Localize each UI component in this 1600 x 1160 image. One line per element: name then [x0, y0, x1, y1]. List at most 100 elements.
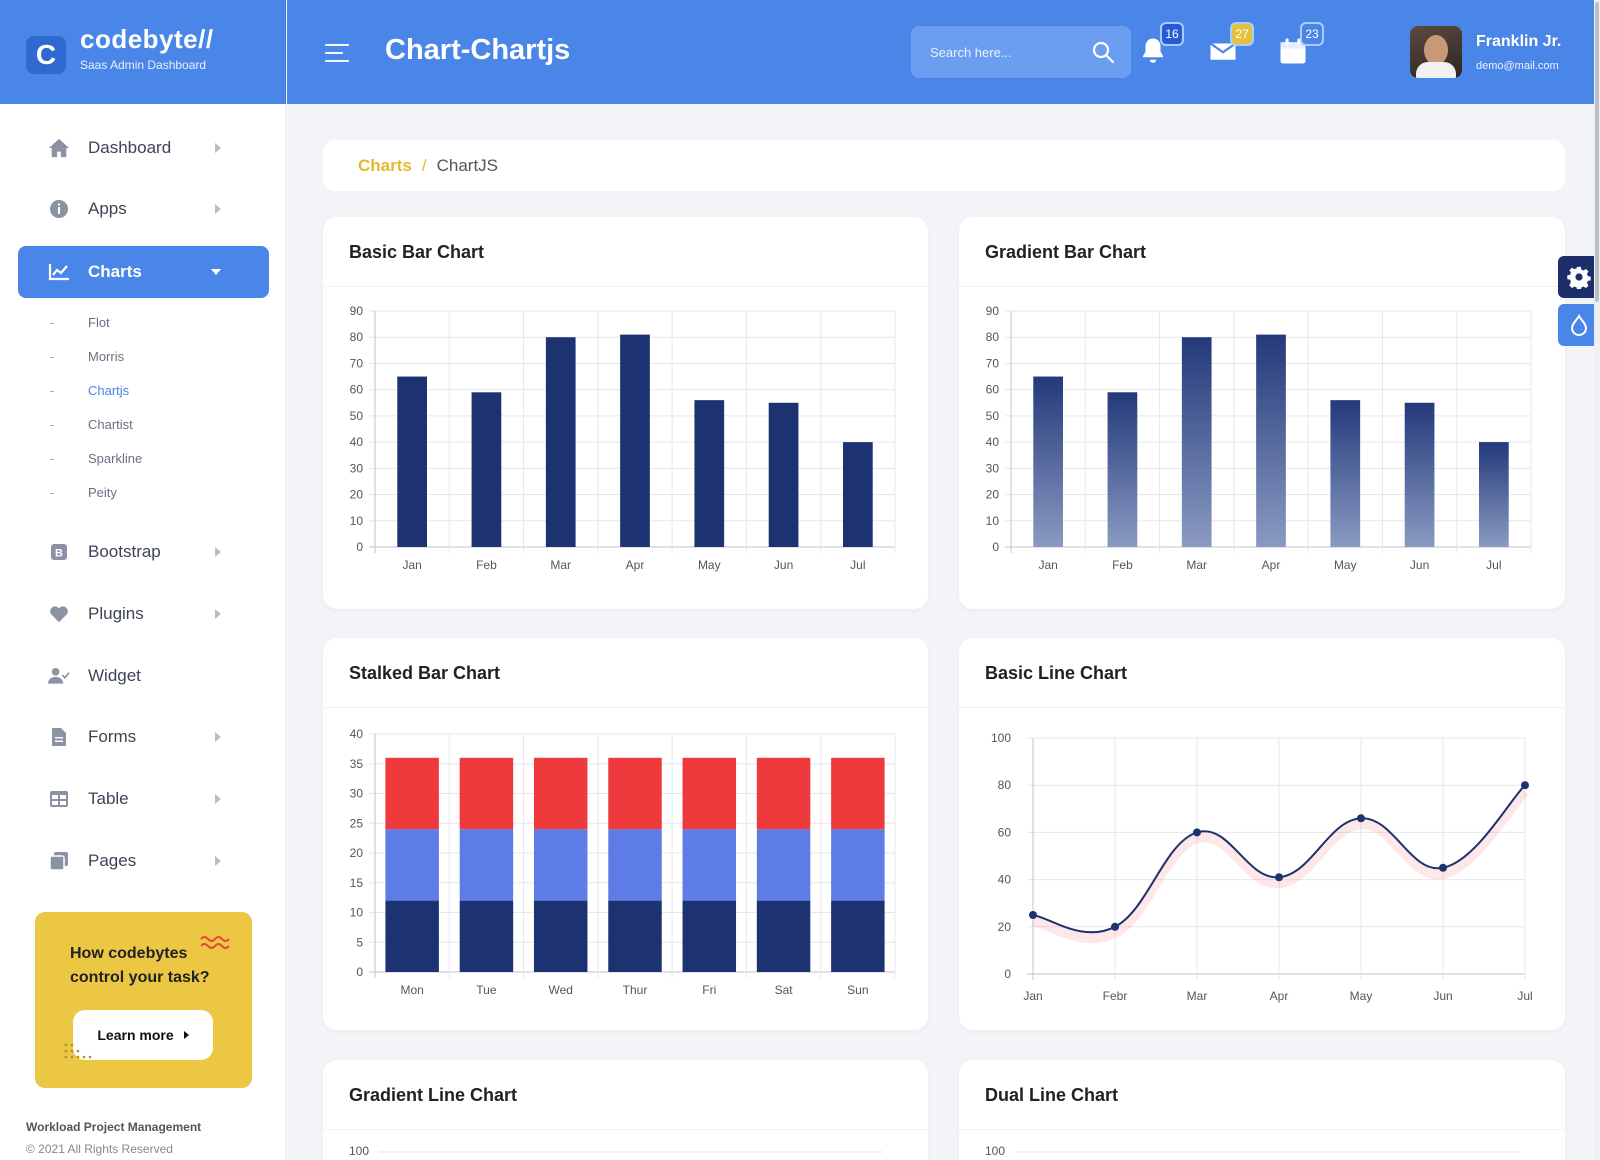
menu-toggle-icon[interactable]	[325, 44, 349, 62]
search-icon[interactable]	[1091, 40, 1115, 64]
y-tick-label: 10	[350, 906, 364, 920]
search-input[interactable]	[911, 26, 1081, 78]
brand-logo-icon[interactable]: C	[26, 36, 66, 74]
sidebar-item-apps[interactable]: Apps	[18, 183, 269, 235]
x-tick-label: May	[698, 558, 721, 572]
x-tick-label: Mar	[1187, 989, 1208, 1003]
bar-segment	[756, 829, 811, 901]
data-point	[1111, 922, 1119, 931]
sidebar-item-label: Bootstrap	[88, 542, 161, 561]
bar	[397, 376, 427, 547]
y-tick-label: 10	[350, 514, 364, 528]
bar-segment	[459, 829, 514, 901]
y-tick-label: 30	[986, 461, 1000, 475]
bar-segment	[385, 900, 439, 972]
submenu-item-peity[interactable]: - Peity	[50, 484, 117, 500]
y-tick-label: 80	[986, 330, 1000, 344]
calendar-button[interactable]: 23	[1278, 22, 1324, 66]
y-tick-label: 40	[350, 435, 364, 449]
bar	[545, 337, 576, 547]
brand-subtitle: Saas Admin Dashboard	[80, 58, 207, 72]
bar	[1479, 442, 1509, 547]
bar-segment	[682, 900, 737, 972]
page-scrollbar[interactable]	[1594, 0, 1600, 1160]
gradient-bar-chart: 0 10 20 30 40 50 60 70 80 90 Jan Feb Mar Apr May Jun Jul	[986, 304, 1532, 572]
sidebar-item-bootstrap[interactable]: B Bootstrap	[18, 526, 269, 578]
y-tick-label: 40	[998, 873, 1012, 887]
x-tick-label: Jul	[1517, 989, 1532, 1003]
sidebar-item-plugins[interactable]: Plugins	[18, 588, 269, 640]
sidebar-item-charts[interactable]: Charts	[18, 246, 269, 298]
bar-segment	[831, 829, 885, 901]
learn-more-button[interactable]: Learn more	[73, 1010, 213, 1060]
document-icon	[48, 726, 70, 748]
table-icon	[48, 788, 70, 810]
bar-segment	[385, 829, 439, 901]
bar	[1107, 392, 1138, 547]
x-tick-label: Thur	[623, 983, 648, 997]
sidebar-item-pages[interactable]: Pages	[18, 835, 269, 887]
x-tick-label: Fri	[702, 983, 716, 997]
user-avatar[interactable]	[1410, 26, 1462, 78]
y-tick-label: 90	[350, 304, 364, 318]
y-tick-label: 20	[998, 920, 1012, 934]
notifications-button[interactable]: 16	[1138, 22, 1184, 66]
scrollbar-thumb[interactable]	[1595, 2, 1599, 302]
y-tick-label: 40	[986, 435, 1000, 449]
basic-line-chart-card: Basic Line Chart 0 20 40 60 80 100 Jan Febr Mar A…	[959, 638, 1565, 1030]
side-tools	[1558, 256, 1600, 352]
bar	[843, 442, 873, 547]
submenu-item-sparkline[interactable]: - Sparkline	[50, 450, 143, 466]
brand-name[interactable]: codebyte//	[80, 24, 214, 54]
y-tick-label: 30	[350, 787, 364, 801]
sidebar-item-forms[interactable]: Forms	[18, 711, 269, 763]
sidebar-item-label: Pages	[88, 851, 137, 870]
bar-segment	[608, 757, 662, 830]
bar-segment	[533, 757, 588, 830]
data-point	[1357, 814, 1365, 823]
gradient-line-chart: 100	[349, 1144, 883, 1158]
breadcrumb-parent[interactable]: Charts	[358, 155, 412, 175]
gradient-bar-chart-card: Gradient Bar Chart 0 10 20 30 40 50 60 70 80 90 Ja…	[959, 217, 1565, 609]
bootstrap-icon: B	[48, 541, 70, 563]
bar	[471, 392, 502, 547]
basic-line-chart: 0 20 40 60 80 100 Jan Febr Mar Apr May Jun Jul	[991, 731, 1533, 1003]
bar-segment	[459, 757, 514, 830]
card-title: Stalked Bar Chart	[323, 638, 928, 708]
data-point	[1275, 873, 1283, 882]
settings-button[interactable]	[1558, 256, 1600, 298]
chevron-right-icon	[215, 609, 221, 619]
envelope-icon	[1209, 42, 1237, 60]
data-point	[1439, 863, 1447, 872]
chevron-right-icon	[215, 856, 221, 866]
bar	[1181, 337, 1212, 547]
search-box	[911, 26, 1131, 78]
user-email: demo@mail.com	[1476, 60, 1559, 72]
user-name[interactable]: Franklin Jr.	[1476, 33, 1562, 50]
submenu-item-morris[interactable]: - Morris	[50, 348, 125, 364]
pages-icon	[48, 850, 70, 872]
bar-segment	[533, 900, 588, 972]
y-tick-label: 80	[998, 778, 1012, 792]
sidebar-item-widget[interactable]: Widget	[18, 650, 269, 702]
sidebar-item-table[interactable]: Table	[18, 773, 269, 825]
x-tick-label: Feb	[476, 558, 497, 572]
messages-button[interactable]: 27	[1208, 22, 1254, 66]
y-tick-label: 0	[356, 540, 363, 554]
breadcrumb: Charts / ChartJS	[323, 140, 1565, 191]
chevron-right-icon	[215, 143, 221, 153]
x-tick-label: Jan	[402, 558, 421, 572]
submenu-item-chartjs[interactable]: - Chartjs	[50, 382, 130, 398]
bar-segment	[608, 829, 662, 901]
x-tick-label: Sun	[847, 983, 868, 997]
sidebar: Dashboard Apps Charts - Flot - Morris - Cha…	[0, 104, 286, 1160]
theme-color-button[interactable]	[1558, 304, 1600, 346]
submenu-item-flot[interactable]: - Flot	[50, 314, 110, 330]
y-tick-label: 35	[350, 757, 364, 771]
y-tick-label: 20	[986, 488, 1000, 502]
sidebar-item-dashboard[interactable]: Dashboard	[18, 122, 269, 174]
submenu-item-chartist[interactable]: - Chartist	[50, 416, 133, 432]
y-tick-label: 40	[350, 727, 364, 741]
bar-segment	[831, 757, 885, 830]
notifications-badge: 16	[1160, 22, 1184, 46]
